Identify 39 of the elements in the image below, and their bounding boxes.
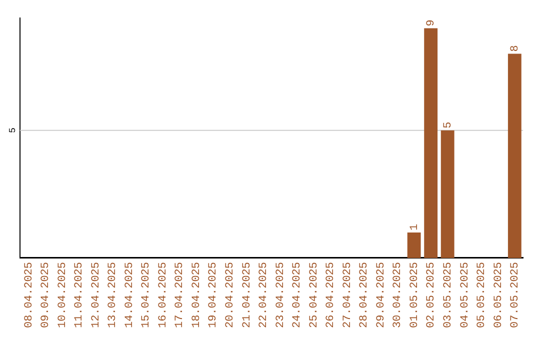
bar <box>424 28 438 258</box>
x-tick-label: 28.04.2025 <box>358 262 371 328</box>
x-tick-label: 01.05.2025 <box>408 262 421 328</box>
x-tick-label: 04.05.2025 <box>459 262 472 328</box>
x-tick-label: 16.04.2025 <box>157 262 170 328</box>
data-label: 1 <box>408 223 421 230</box>
x-tick-label: 13.04.2025 <box>107 262 120 328</box>
x-tick-label: 21.04.2025 <box>241 262 254 328</box>
x-tick-label: 30.04.2025 <box>392 262 404 328</box>
ref-line-label: 5 <box>8 128 18 134</box>
bar <box>407 232 421 258</box>
x-tick-label: 05.05.2025 <box>476 262 488 328</box>
x-tick-label: 19.04.2025 <box>208 262 220 328</box>
x-tick-label: 17.04.2025 <box>174 262 186 328</box>
x-tick-label: 27.04.2025 <box>342 262 354 328</box>
data-label: 5 <box>442 122 454 128</box>
bar <box>508 54 522 258</box>
x-tick-label: 08.04.2025 <box>23 262 36 328</box>
bar <box>440 130 454 258</box>
x-tick-label: 22.04.2025 <box>258 262 270 328</box>
x-tick-label: 12.04.2025 <box>90 262 102 328</box>
x-tick-label: 09.04.2025 <box>40 262 52 328</box>
x-tick-label: 07.05.2025 <box>510 262 522 328</box>
x-tick-label: 10.04.2025 <box>56 262 69 328</box>
x-tick-label: 24.04.2025 <box>292 262 304 328</box>
x-tick-label: 18.04.2025 <box>190 262 203 328</box>
x-tick-label: 26.04.2025 <box>325 262 338 328</box>
x-tick-label: 14.04.2025 <box>124 262 136 328</box>
x-tick-label: 23.04.2025 <box>274 262 287 328</box>
data-label: 9 <box>426 20 438 26</box>
x-tick-label: 02.05.2025 <box>426 262 438 328</box>
data-label: 8 <box>510 45 522 52</box>
x-tick-label: 20.04.2025 <box>224 262 237 328</box>
x-tick-label: 03.05.2025 <box>442 262 454 328</box>
x-tick-label: 29.04.2025 <box>375 262 388 328</box>
x-tick-label: 11.04.2025 <box>74 262 86 328</box>
x-tick-label: 15.04.2025 <box>140 262 153 328</box>
x-tick-label: 25.04.2025 <box>308 262 320 328</box>
x-tick-label: 06.05.2025 <box>492 262 505 328</box>
